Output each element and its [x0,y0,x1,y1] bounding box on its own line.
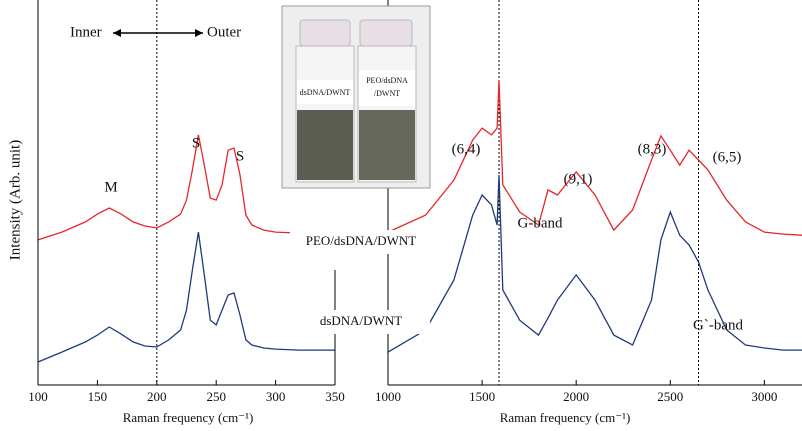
x-tick-label: 300 [266,389,286,404]
x-axis-label: Raman frequency (cm⁻¹) [500,410,631,425]
inset-label: /DWNT [374,89,400,98]
y-axis-label: Intensity (Arb. unit) [7,140,23,260]
plot-area: 100 150 200 250 300 350 1000 1500 2000 2500 3000 [28,0,802,404]
x-tick-label: 1500 [469,389,495,404]
label-bg [290,230,430,254]
solution [359,110,415,180]
solution [297,110,353,180]
annotation: (6,5) [713,149,742,165]
annotation: G`-band [693,317,743,333]
annotation: S [192,135,200,151]
x-tick-label: 200 [147,389,167,404]
series-line [387,174,802,353]
annotation: Outer [207,24,241,40]
label-bg [290,310,430,334]
annotation: M [104,179,117,195]
annotation: Inner [70,24,102,40]
x-tick-label: 350 [325,389,345,404]
annotation: G-band [518,215,563,231]
x-tick-label: 250 [206,389,226,404]
bottle-cap [359,19,413,47]
x-tick-label: 2000 [563,389,589,404]
x-tick-label: 1000 [375,389,401,404]
series-line [387,80,802,236]
annotation: (8,3) [638,141,667,157]
bottle-label [297,80,353,104]
inset-label: PEO/dsDNA [366,76,408,85]
annotation: S [236,148,244,164]
series-line [37,231,335,363]
x-tick-label: 3000 [751,389,777,404]
inset-label: dsDNA/DWNT [300,88,351,97]
x-tick-label: 150 [88,389,108,404]
annotation: (9,1) [564,171,593,187]
x-tick-label: 2500 [657,389,683,404]
annotation: (6,4) [452,141,481,157]
bottle-cap [299,19,351,47]
series-line [37,134,336,241]
x-axis-label: Raman frequency (cm⁻¹) [123,410,254,425]
series-label: PEO/dsDNA/DWNT [306,233,417,248]
bottle-label [359,70,415,106]
series-label: dsDNA/DWNT [320,313,402,328]
x-tick-label: 100 [28,389,48,404]
inset-photo: dsDNA/DWNT PEO/dsDNA /DWNT [281,5,431,189]
